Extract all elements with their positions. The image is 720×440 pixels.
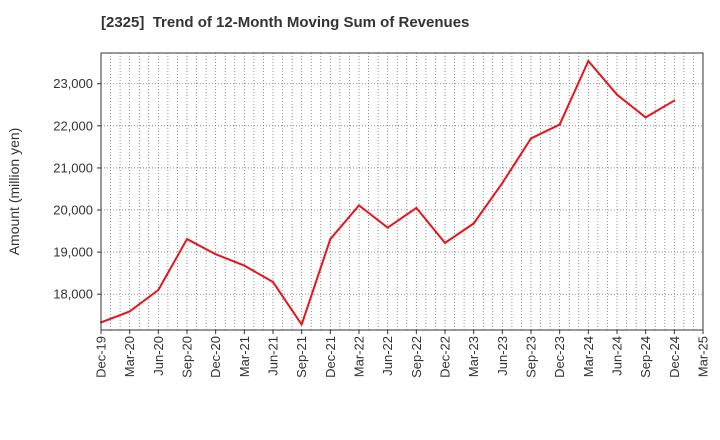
x-tick-label: Jun-24: [610, 336, 625, 376]
grid-lines: [101, 53, 703, 330]
data-point: [673, 99, 676, 102]
data-point: [644, 116, 647, 119]
data-point: [243, 264, 246, 267]
y-tick-label: 22,000: [53, 118, 93, 133]
x-tick-label: Jun-22: [380, 336, 395, 376]
x-tick-label: Dec-19: [94, 336, 109, 378]
x-tick-label: Jun-21: [266, 336, 281, 376]
y-tick-label: 23,000: [53, 76, 93, 91]
x-tick-label: Sep-24: [638, 336, 653, 378]
data-point: [616, 93, 618, 96]
x-tick-label: Jun-20: [151, 336, 166, 376]
chart-title: [2325] Trend of 12-Month Moving Sum of R…: [101, 14, 470, 31]
x-tick-label: Jun-23: [495, 336, 510, 376]
data-point: [501, 182, 504, 185]
x-tick-label: Sep-20: [180, 336, 195, 378]
y-axis-ticks: 18,000 19,000 20,000 21,000 22,000 23,000: [53, 76, 101, 302]
data-point: [472, 222, 475, 225]
data-point: [214, 253, 217, 256]
x-tick-label: Dec-24: [667, 336, 682, 378]
x-tick-label: Sep-23: [524, 336, 539, 378]
x-tick-label: Mar-20: [122, 336, 137, 377]
y-tick-label: 19,000: [53, 245, 93, 260]
data-point: [186, 238, 188, 241]
x-tick-label: Mar-24: [581, 336, 596, 377]
data-point: [157, 289, 160, 292]
data-point: [386, 226, 389, 229]
data-point: [530, 137, 532, 140]
y-tick-label: 18,000: [53, 287, 93, 302]
x-tick-label: Dec-21: [323, 336, 338, 378]
x-tick-label: Sep-21: [294, 336, 309, 378]
data-point: [329, 238, 332, 241]
data-point: [358, 204, 360, 207]
series-line: [100, 60, 675, 326]
data-point: [272, 281, 274, 284]
data-point: [300, 323, 303, 326]
x-tick-label: Dec-20: [208, 336, 223, 378]
x-axis-ticks: Dec-19 Mar-20 Jun-20 Sep-20 Dec-20 Mar-21 Jun-…: [94, 330, 711, 378]
series-lines: [100, 59, 676, 326]
x-tick-label: Mar-25: [696, 336, 711, 377]
data-point: [444, 241, 446, 244]
y-tick-label: 20,000: [53, 203, 93, 218]
plot-frame: [100, 52, 704, 331]
data-point: [587, 59, 590, 62]
x-tick-label: Sep-22: [409, 336, 424, 378]
x-tick-label: Mar-21: [237, 336, 252, 377]
y-tick-label: 21,000: [53, 160, 93, 175]
x-tick-label: Mar-22: [352, 336, 367, 377]
y-axis-label: Amount (million yen): [6, 128, 22, 256]
data-point: [558, 123, 561, 126]
x-tick-label: Mar-23: [466, 336, 481, 377]
data-point: [128, 310, 131, 313]
x-tick-label: Dec-22: [438, 336, 453, 378]
x-tick-label: Dec-23: [552, 336, 567, 378]
data-point: [415, 206, 418, 209]
